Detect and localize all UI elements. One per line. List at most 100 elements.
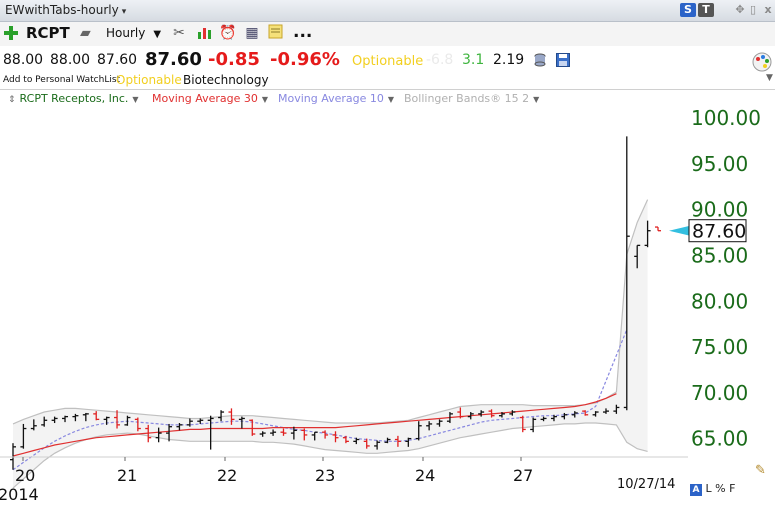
ohlc-bar (602, 408, 609, 414)
last-price-marker: 87.60 (669, 219, 747, 243)
ohlc-bar (218, 410, 225, 422)
ma10-line (12, 329, 628, 471)
ohlc-bar (353, 437, 360, 445)
moving-averages-layer (12, 329, 628, 471)
ohlc-bar (238, 416, 245, 429)
y-tick-label: 80.00 (691, 289, 748, 313)
price-change: -0.85 (208, 49, 260, 70)
legend-ma10[interactable]: Moving Average 10 ▼ (278, 92, 394, 105)
expand-arrow-icon[interactable]: ▼ (766, 73, 773, 83)
save-icon[interactable] (556, 53, 570, 67)
ohlc-bar (290, 426, 297, 440)
alert-icon[interactable]: A (690, 484, 702, 496)
ohlc-bar (519, 415, 526, 433)
ohlc-bar (176, 423, 183, 431)
ohlc-bar (186, 418, 193, 427)
ohlc-bar (145, 424, 152, 443)
window-title[interactable]: EWwithTabs-hourly ▾ (5, 3, 126, 17)
bollinger-bands-layer (12, 199, 649, 489)
scale-controls-label[interactable]: L % F (705, 482, 736, 495)
indicator-legend: ⇕ RCPT Receptos, Inc. ▼ Moving Average 30 ▼… (0, 92, 690, 108)
bollinger-upper (12, 199, 649, 425)
interval-label: Hourly (106, 26, 146, 40)
chevron-down-icon[interactable]: ▼ (261, 95, 269, 104)
ohlc-bar (655, 226, 661, 232)
ohlc-bar (259, 431, 266, 437)
add-symbol-icon[interactable] (3, 25, 19, 41)
legend-symbol[interactable]: ⇕ RCPT Receptos, Inc. ▼ (8, 92, 139, 105)
scale-controls[interactable]: A L % F (690, 482, 735, 496)
axis-corner (689, 455, 775, 506)
ohlc-bar (72, 413, 79, 422)
bar-chart-icon[interactable] (196, 24, 214, 42)
ohlc-bar (374, 440, 381, 450)
chevron-down-icon[interactable]: ▼ (132, 95, 139, 104)
ohlc-bar (249, 419, 256, 436)
calculator-icon[interactable]: ▦ (245, 25, 259, 41)
chevron-down-icon[interactable]: ▼ (533, 95, 540, 104)
window-title-text: EWwithTabs-hourly (5, 3, 119, 17)
quote-value-1: -6.8 (426, 52, 454, 68)
last-date-label: 10/27/14 (617, 477, 675, 492)
ohlc-bar (62, 415, 69, 423)
ohlc-bar (197, 418, 204, 424)
close-icon[interactable]: x (764, 3, 772, 16)
note-icon[interactable] (266, 24, 284, 42)
legend-ma30[interactable]: Moving Average 30 ▼ (152, 92, 268, 105)
chevron-down-icon[interactable]: ▼ (387, 95, 395, 104)
ohlc-bar (207, 415, 214, 450)
ohlc-bar (155, 427, 162, 443)
ohlc-bar (571, 411, 578, 418)
ohlc-bar (644, 220, 651, 248)
ohlc-bar (311, 431, 318, 441)
x-tick-label: 22 (217, 466, 237, 485)
legend-bb-label: Bollinger Bands® 15 2 (404, 92, 530, 105)
window-titlebar[interactable]: EWwithTabs-hourly ▾ S T ✥ ▯ x (0, 0, 775, 22)
ohlc-bar (166, 423, 173, 442)
ohlc-bar (301, 428, 308, 441)
interval-select[interactable]: Hourly ▼ (106, 26, 161, 40)
divider (0, 89, 775, 90)
x-axis: 20 21 22 23 24 27 2014 10/27/14 (0, 456, 688, 504)
more-icon[interactable]: ... (293, 22, 313, 42)
ohlc-bar (228, 408, 235, 425)
info-row: Add to Personal WatchList Optionable Bio… (0, 73, 775, 89)
legend-collapse-icon[interactable]: ⇕ (8, 95, 16, 105)
palette-icon[interactable] (752, 52, 772, 72)
symbol-input[interactable]: RCPT (26, 24, 70, 42)
ohlc-bar (280, 428, 287, 436)
quote-value-3: 2.19 (493, 52, 525, 68)
title-dropdown-icon[interactable]: ▾ (121, 7, 127, 17)
y-tick-label: 70.00 (691, 381, 748, 405)
alarm-clock-icon[interactable]: ⏰ (219, 25, 237, 41)
pencil-icon[interactable]: ✎ (755, 463, 766, 478)
y-axis: 100.00 95.00 90.00 85.00 80.00 75.00 70.00 65.0… (691, 106, 761, 451)
ohlc-bar (30, 419, 37, 431)
t-button[interactable]: T (698, 3, 714, 17)
ohlc-bar (540, 416, 547, 422)
legend-bollinger[interactable]: Bollinger Bands® 15 2 ▼ (404, 92, 539, 105)
ohlc-bar (342, 435, 349, 444)
high-price: 88.00 (50, 52, 91, 68)
bollinger-lower (12, 422, 648, 489)
s-button[interactable]: S (680, 3, 696, 17)
ohlc-bar (124, 415, 131, 426)
ohlc-bar (613, 404, 620, 414)
y-tick-label: 100.00 (691, 106, 761, 130)
optionable-label: Optionable (116, 73, 182, 87)
move-icon[interactable]: ✥ (735, 3, 745, 16)
ohlc-bar (82, 412, 89, 422)
ohlc-bar (478, 410, 485, 417)
x-tick-label: 21 (117, 466, 137, 485)
database-icon[interactable] (534, 53, 546, 67)
tools-icon[interactable]: ✂ (173, 25, 185, 41)
ohlc-bar (405, 437, 412, 447)
ohlc-bar (20, 423, 27, 449)
print-icon[interactable]: ▰ (80, 25, 91, 41)
pin-icon[interactable]: ▯ (749, 3, 757, 16)
x-tick-label: 27 (513, 466, 533, 485)
add-to-watchlist-link[interactable]: Add to Personal WatchList (3, 75, 121, 85)
optionable-badge: Optionable (352, 54, 424, 69)
legend-symbol-label: RCPT Receptos, Inc. (19, 92, 129, 105)
